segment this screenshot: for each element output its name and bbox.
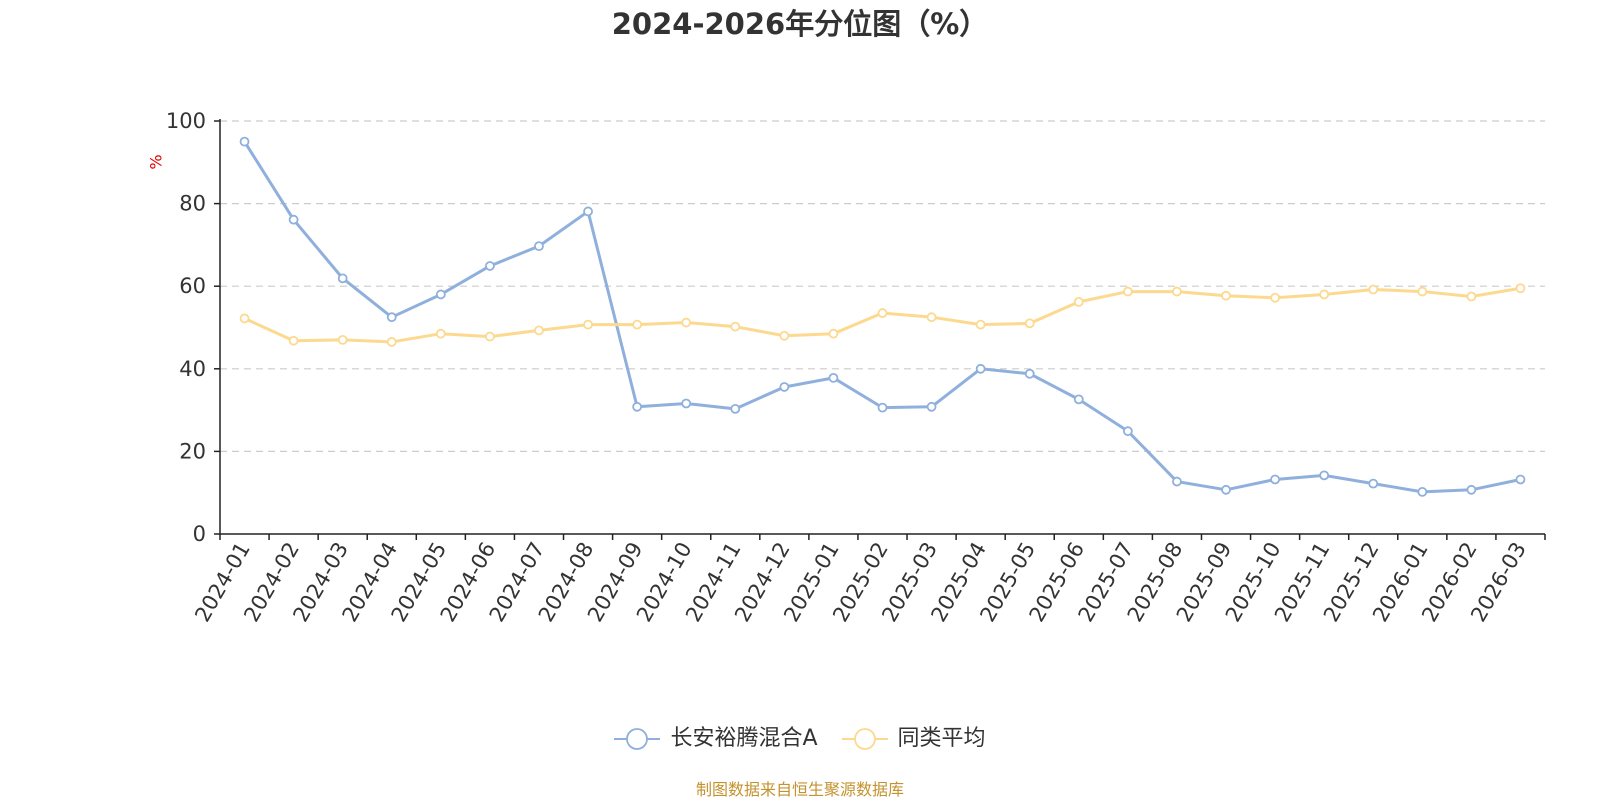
y-axis-name: % [147, 154, 166, 169]
series-0-point-2024-02 [288, 214, 299, 225]
data-source-note: 制图数据来自恒生聚源数据库 [695, 780, 904, 799]
series-0-point-2024-11 [730, 403, 741, 414]
series-1-point-2025-09 [1221, 290, 1231, 301]
y-tick-label: 0 [193, 522, 206, 546]
series-0-point-2024-05 [435, 289, 446, 300]
series-0-point-2026-02 [1466, 484, 1477, 495]
series-0-point-2024-07 [534, 241, 544, 252]
series-0-point-2024-03 [337, 273, 348, 284]
series-1-point-2024-03 [337, 334, 348, 345]
series-0-point-2024-06 [485, 261, 495, 271]
y-tick-label: 80 [179, 192, 206, 216]
series-1-point-2024-01 [239, 313, 250, 324]
series-0-point-2025-06 [1073, 394, 1084, 405]
series-1-point-2024-02 [288, 335, 299, 346]
series-0-point-2026-01 [1417, 486, 1428, 497]
series-1-point-2026-02 [1466, 291, 1477, 302]
legend-item-peer-average[interactable]: 同类平均 [841, 723, 986, 755]
gridlines [220, 120, 1545, 452]
series-1-point-2024-09 [632, 319, 643, 330]
series-0-point-2026-03 [1515, 474, 1526, 485]
legend-item-fund[interactable]: 长安裕腾混合A [614, 723, 818, 755]
series-1-point-2024-10 [681, 317, 692, 328]
legend-marker-fund-icon [614, 728, 661, 750]
series-1-point-2025-05 [1024, 318, 1035, 329]
series-0-point-2024-08 [583, 206, 593, 217]
series-1-point-2025-06 [1073, 296, 1084, 307]
series-1-point-2024-08 [583, 319, 593, 330]
series-1-point-2024-06 [485, 331, 495, 342]
series-0-point-2024-12 [779, 382, 790, 392]
series-0-point-2025-09 [1221, 484, 1231, 495]
series-1-point-2024-07 [534, 325, 544, 336]
axes: 0204060801002024-012024-022024-032024-04… [166, 109, 1546, 626]
series-0-point-2025-08 [1172, 476, 1182, 487]
legend-marker-peer-average-icon [841, 728, 888, 750]
series-1-point-2025-01 [828, 328, 839, 339]
series-0-point-2024-04 [386, 312, 397, 323]
y-tick-label: 40 [179, 357, 206, 381]
chart-title: 2024-2026年分位图（%） [612, 7, 989, 41]
series-1-point-2025-07 [1122, 286, 1133, 297]
series-1-point-2025-03 [926, 312, 937, 323]
y-tick-label: 60 [179, 274, 206, 298]
series-0-point-2025-07 [1122, 426, 1133, 437]
series-0-point-2024-09 [632, 401, 643, 412]
series-1-point-2026-03 [1515, 283, 1526, 294]
series-1-point-2024-04 [386, 337, 397, 347]
series-1-point-2025-11 [1319, 289, 1330, 300]
series-0-point-2025-01 [828, 372, 839, 383]
series-0-point-2025-03 [926, 401, 937, 412]
series-0-point-2024-10 [681, 398, 692, 409]
series-0-point-2025-11 [1319, 470, 1330, 481]
series-0-point-2024-01 [239, 136, 250, 147]
series-0-point-2025-02 [877, 402, 888, 413]
series-1-point-2024-05 [435, 328, 446, 339]
series-1-point-2025-08 [1172, 286, 1182, 297]
series-0-point-2025-04 [975, 363, 986, 374]
series-layer [239, 136, 1526, 497]
series-0-point-2025-05 [1024, 368, 1035, 379]
legend: 长安裕腾混合A 同类平均 [0, 723, 1600, 755]
legend-label-fund: 长安裕腾混合A [670, 726, 818, 751]
series-1-point-2024-11 [730, 321, 741, 332]
series-0-point-2025-12 [1368, 478, 1379, 489]
legend-label-peer-average: 同类平均 [897, 726, 986, 751]
series-1-point-2025-04 [975, 319, 986, 330]
series-1-point-2025-12 [1368, 284, 1379, 295]
series-1-point-2026-01 [1417, 286, 1428, 297]
y-tick-label: 20 [179, 439, 206, 463]
series-0-point-2025-10 [1270, 474, 1280, 485]
series-1-point-2024-12 [779, 330, 790, 341]
series-1-point-2025-02 [877, 308, 888, 318]
series-1-point-2025-10 [1270, 292, 1280, 303]
y-tick-label: 100 [166, 109, 206, 133]
